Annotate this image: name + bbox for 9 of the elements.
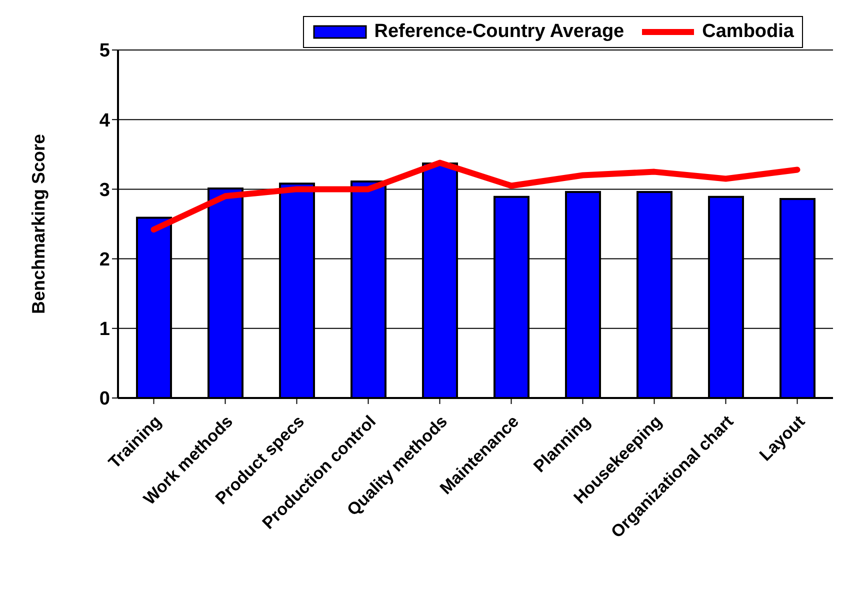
legend-label: Cambodia (702, 21, 794, 43)
y-tick-label: 1 (99, 319, 110, 340)
y-tick-label: 5 (99, 40, 110, 62)
y-tick-label: 3 (99, 180, 110, 201)
y-tick-label: 4 (99, 110, 110, 132)
y-tick-label: 2 (99, 250, 110, 271)
y-axis-title: Benchmarking Score (28, 134, 48, 314)
legend-label: Reference-Country Average (374, 21, 624, 43)
y-tick-label: 0 (99, 388, 110, 410)
